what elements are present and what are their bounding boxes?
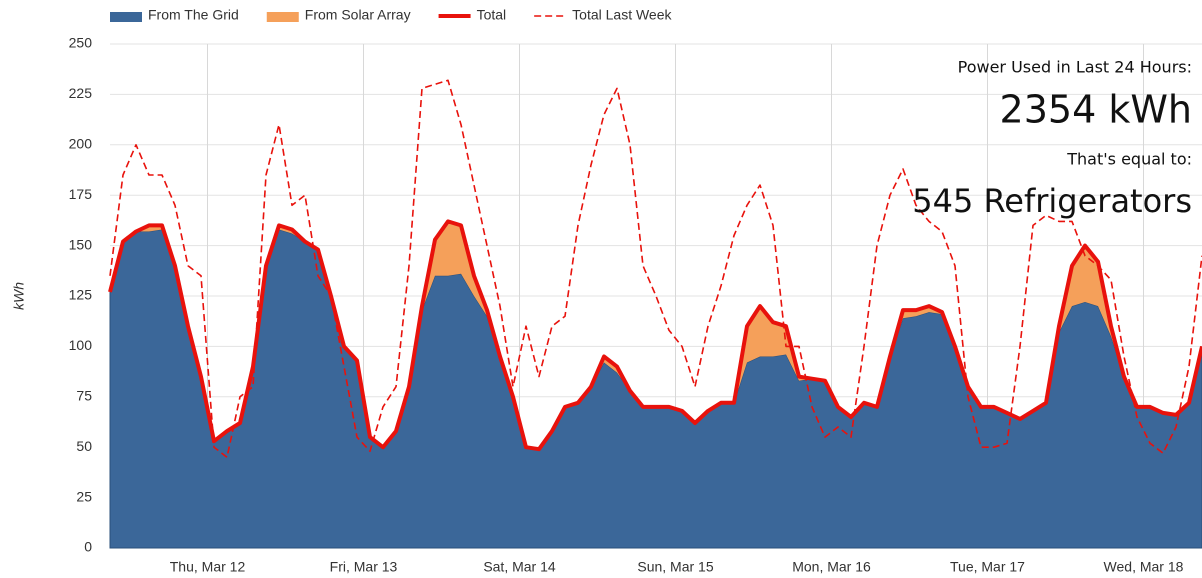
y-tick-label: 150 xyxy=(69,236,93,252)
x-tick-label: Sun, Mar 15 xyxy=(637,559,713,575)
y-tick-label: 0 xyxy=(84,539,92,555)
x-tick-label: Wed, Mar 18 xyxy=(1104,559,1184,575)
y-tick-label: 75 xyxy=(76,388,92,404)
x-tick-label: Thu, Mar 12 xyxy=(170,559,246,575)
y-tick-label: 100 xyxy=(69,337,93,353)
x-tick-label: Tue, Mar 17 xyxy=(950,559,1025,575)
y-tick-label: 200 xyxy=(69,136,93,152)
x-tick-label: Mon, Mar 16 xyxy=(792,559,871,575)
y-tick-label: 125 xyxy=(69,287,93,303)
annotation: 545 Refrigerators xyxy=(912,182,1192,220)
y-tick-label: 250 xyxy=(69,35,93,51)
line xyxy=(108,219,1202,452)
dashed-line xyxy=(109,79,1202,459)
x-tick-label: Fri, Mar 13 xyxy=(330,559,398,575)
legend-label: Total xyxy=(477,7,507,23)
y-tick-label: 25 xyxy=(76,488,92,504)
annotation: That's equal to: xyxy=(1066,150,1192,169)
legend-label: Total Last Week xyxy=(572,7,672,23)
area xyxy=(109,228,1202,549)
annotation: Power Used in Last 24 Hours: xyxy=(958,58,1192,77)
annotation: 2354 kWh xyxy=(1000,88,1192,132)
y-tick-label: 225 xyxy=(69,85,93,101)
legend-swatch xyxy=(266,12,299,22)
y-tick-label: 50 xyxy=(76,438,92,454)
x-tick-label: Sat, Mar 14 xyxy=(483,559,556,575)
y-axis-label: kWh xyxy=(11,282,27,310)
legend-label: From Solar Array xyxy=(305,7,411,23)
y-tick-label: 175 xyxy=(69,186,93,202)
legend-swatch xyxy=(110,12,142,22)
legend-label: From The Grid xyxy=(148,7,239,23)
